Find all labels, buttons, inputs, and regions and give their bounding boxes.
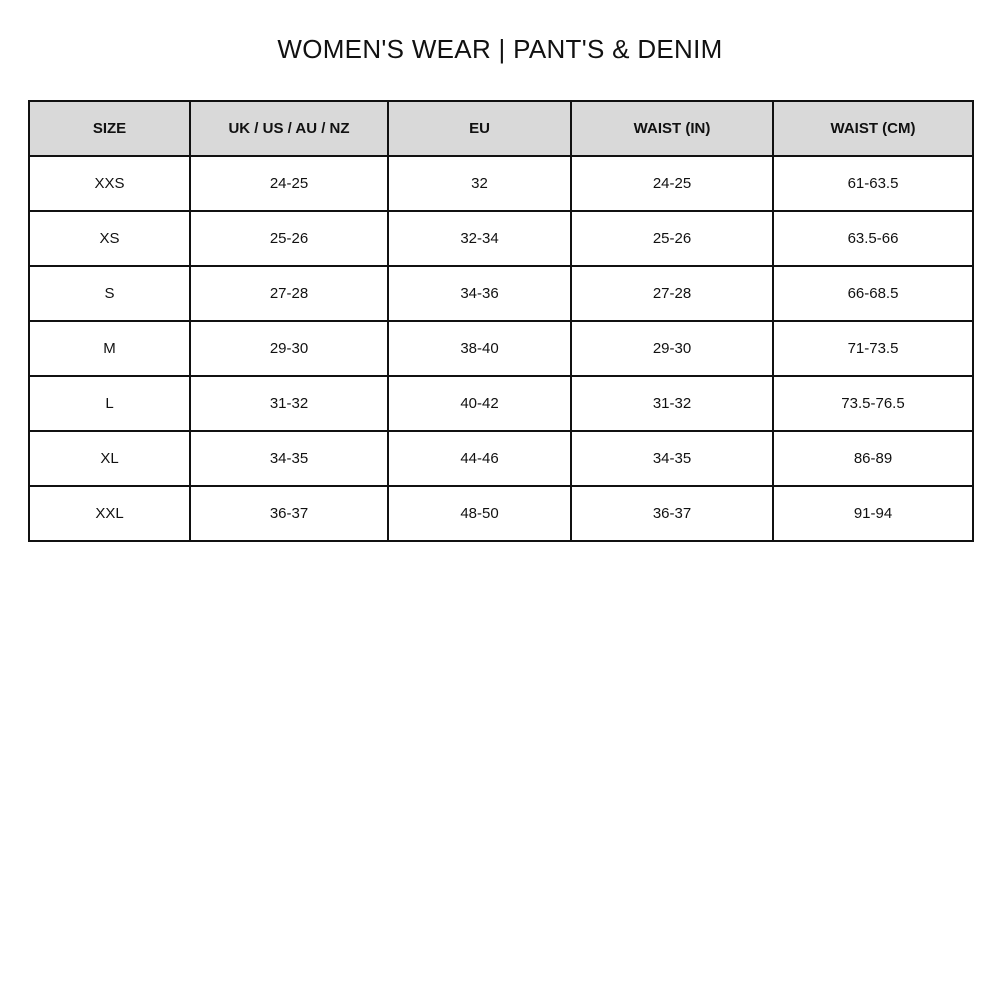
header-waist-in: WAIST (IN) bbox=[570, 100, 774, 157]
size-chart-table: SIZE UK / US / AU / NZ EU WAIST (IN) WAI… bbox=[28, 100, 974, 542]
cell-size: XL bbox=[28, 430, 191, 487]
cell-waist-cm: 86-89 bbox=[772, 430, 974, 487]
cell-uk-us-au-nz: 36-37 bbox=[189, 485, 389, 542]
cell-size: XXL bbox=[28, 485, 191, 542]
cell-eu: 32-34 bbox=[387, 210, 572, 267]
table-row: XXS 24-25 32 24-25 61-63.5 bbox=[28, 155, 974, 212]
cell-waist-in: 25-26 bbox=[570, 210, 774, 267]
cell-waist-cm: 63.5-66 bbox=[772, 210, 974, 267]
cell-waist-cm: 66-68.5 bbox=[772, 265, 974, 322]
cell-uk-us-au-nz: 27-28 bbox=[189, 265, 389, 322]
cell-uk-us-au-nz: 34-35 bbox=[189, 430, 389, 487]
table-row: M 29-30 38-40 29-30 71-73.5 bbox=[28, 320, 974, 377]
table-row: XXL 36-37 48-50 36-37 91-94 bbox=[28, 485, 974, 542]
cell-eu: 48-50 bbox=[387, 485, 572, 542]
cell-eu: 34-36 bbox=[387, 265, 572, 322]
cell-eu: 32 bbox=[387, 155, 572, 212]
cell-waist-in: 29-30 bbox=[570, 320, 774, 377]
table-row: L 31-32 40-42 31-32 73.5-76.5 bbox=[28, 375, 974, 432]
cell-uk-us-au-nz: 29-30 bbox=[189, 320, 389, 377]
cell-waist-cm: 61-63.5 bbox=[772, 155, 974, 212]
cell-uk-us-au-nz: 31-32 bbox=[189, 375, 389, 432]
cell-eu: 40-42 bbox=[387, 375, 572, 432]
header-size: SIZE bbox=[28, 100, 191, 157]
header-eu: EU bbox=[387, 100, 572, 157]
cell-uk-us-au-nz: 25-26 bbox=[189, 210, 389, 267]
cell-eu: 44-46 bbox=[387, 430, 572, 487]
cell-size: XS bbox=[28, 210, 191, 267]
header-waist-cm: WAIST (CM) bbox=[772, 100, 974, 157]
cell-uk-us-au-nz: 24-25 bbox=[189, 155, 389, 212]
cell-size: S bbox=[28, 265, 191, 322]
table-row: S 27-28 34-36 27-28 66-68.5 bbox=[28, 265, 974, 322]
cell-waist-in: 34-35 bbox=[570, 430, 774, 487]
cell-waist-cm: 91-94 bbox=[772, 485, 974, 542]
cell-size: L bbox=[28, 375, 191, 432]
cell-waist-in: 24-25 bbox=[570, 155, 774, 212]
cell-size: XXS bbox=[28, 155, 191, 212]
table-row: XL 34-35 44-46 34-35 86-89 bbox=[28, 430, 974, 487]
cell-waist-in: 27-28 bbox=[570, 265, 774, 322]
cell-eu: 38-40 bbox=[387, 320, 572, 377]
cell-waist-cm: 73.5-76.5 bbox=[772, 375, 974, 432]
page-title: WOMEN'S WEAR | PANT'S & DENIM bbox=[277, 34, 723, 64]
header-uk-us-au-nz: UK / US / AU / NZ bbox=[189, 100, 389, 157]
cell-size: M bbox=[28, 320, 191, 377]
cell-waist-cm: 71-73.5 bbox=[772, 320, 974, 377]
cell-waist-in: 36-37 bbox=[570, 485, 774, 542]
header-row: SIZE UK / US / AU / NZ EU WAIST (IN) WAI… bbox=[28, 100, 974, 157]
table-row: XS 25-26 32-34 25-26 63.5-66 bbox=[28, 210, 974, 267]
cell-waist-in: 31-32 bbox=[570, 375, 774, 432]
